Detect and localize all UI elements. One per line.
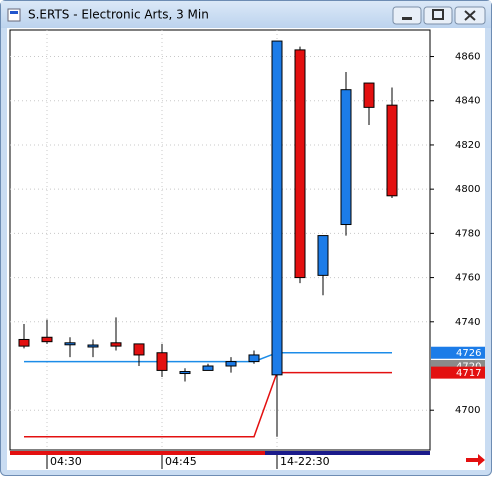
price-marker-label: 4717: [456, 368, 481, 379]
y-tick-label: 4840: [455, 96, 480, 107]
candle-body: [294, 49, 306, 279]
price-marker: [431, 366, 485, 379]
window-title: S.ERTS - Electronic Arts, 3 Min: [28, 8, 209, 22]
x-tick-label: 14-22:30: [280, 455, 330, 468]
indicator-line: [24, 371, 392, 438]
minimize-button[interactable]: [392, 6, 422, 25]
close-button[interactable]: [454, 6, 486, 25]
candle-body: [133, 343, 145, 356]
session-strip: [10, 451, 430, 455]
window-icon-bar: [10, 11, 18, 14]
y-tick-label: 4700: [455, 405, 480, 416]
candle-body: [202, 365, 214, 371]
y-tick-label: 4800: [455, 184, 480, 195]
candle-body: [156, 352, 168, 371]
candle-body: [340, 89, 352, 226]
scroll-arrow[interactable]: [466, 454, 485, 466]
y-tick-label: 4820: [455, 140, 480, 151]
indicator-line: [24, 351, 392, 363]
candle-body: [248, 354, 260, 363]
price-marker: [431, 346, 485, 359]
y-tick-label: 4740: [455, 317, 480, 328]
price-marker-label: 4726: [456, 348, 481, 359]
candle-body: [179, 371, 191, 375]
y-tick-label: 4760: [455, 273, 480, 284]
maximize-button[interactable]: [423, 6, 453, 25]
window-icon: [7, 8, 21, 22]
plot-area: [9, 29, 431, 451]
x-tick-label: 04:30: [50, 455, 82, 468]
candle-body: [87, 344, 99, 348]
candle-body: [41, 336, 53, 343]
session-strip-current: [265, 451, 430, 455]
candle-body: [64, 342, 76, 346]
candle-body: [317, 235, 329, 276]
candle-body: [18, 338, 30, 347]
candle-body: [225, 361, 237, 367]
candle-body: [110, 342, 122, 347]
x-tick-label: 04:45: [165, 455, 197, 468]
candle-body: [271, 40, 283, 376]
y-tick-label: 4860: [455, 52, 480, 63]
candle-body: [363, 82, 375, 108]
candle-body: [386, 104, 398, 197]
y-tick-label: 4780: [455, 228, 480, 239]
